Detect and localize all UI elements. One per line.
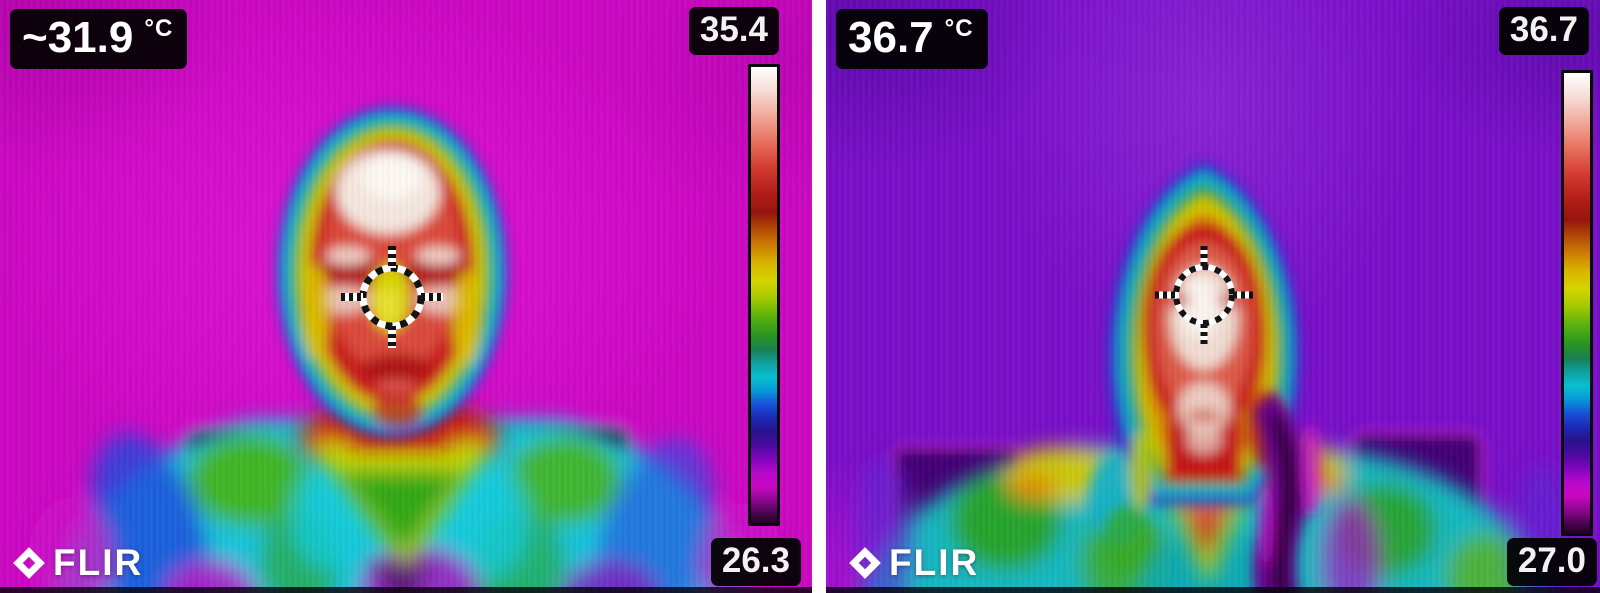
flir-diamond-icon xyxy=(849,547,881,579)
bottom-edge-shadow xyxy=(826,587,1600,593)
temperature-unit: °C xyxy=(944,15,974,42)
thermal-portrait-man xyxy=(28,106,784,593)
spot-crosshair-icon xyxy=(1155,246,1253,344)
panel-divider xyxy=(812,0,826,593)
scale-max-label: 35.4 xyxy=(688,7,779,55)
hair-braid xyxy=(1253,392,1322,593)
temperature-unit: °C xyxy=(144,15,174,42)
flir-logo: FLIR xyxy=(848,542,979,584)
thermal-portrait-woman xyxy=(854,162,1572,593)
scale-max-label: 36.7 xyxy=(1498,7,1589,55)
flir-logo-text: FLIR xyxy=(53,542,144,583)
spot-crosshair-icon xyxy=(341,246,443,348)
scale-min-label: 27.0 xyxy=(1506,538,1597,586)
bottom-edge-shadow xyxy=(0,587,812,593)
scale-min-label: 26.3 xyxy=(710,538,801,586)
head xyxy=(276,106,508,438)
head xyxy=(1088,162,1301,576)
spot-temperature-value: ~31.9 xyxy=(22,13,134,62)
thermal-panel-left: ~31.9 °C 35.4 26.3 FLIR xyxy=(0,0,812,593)
flir-diamond-icon xyxy=(13,547,45,579)
spot-temperature-label: 36.7 °C xyxy=(836,9,988,69)
spot-temperature-value: 36.7 xyxy=(848,13,934,62)
spot-temperature-label: ~31.9 °C xyxy=(10,9,188,69)
flir-logo: FLIR xyxy=(12,542,143,584)
thermal-panel-right: 36.7 °C 36.7 27.0 FLIR xyxy=(826,0,1600,593)
color-scale-bar xyxy=(1561,70,1593,536)
color-scale-bar xyxy=(748,64,780,526)
flir-logo-text: FLIR xyxy=(889,542,980,583)
